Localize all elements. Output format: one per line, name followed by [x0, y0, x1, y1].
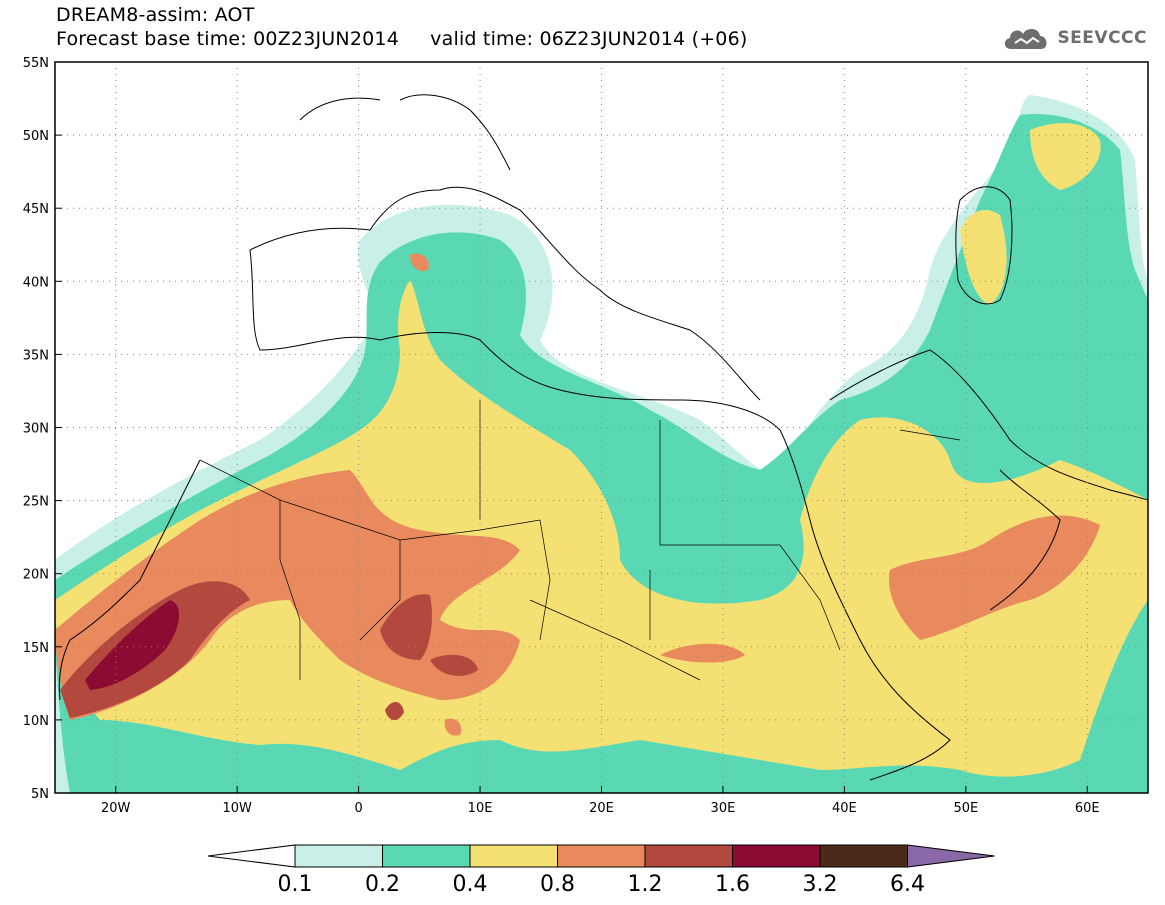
colorbar-box — [732, 844, 821, 868]
colorbar-label: 0.4 — [453, 872, 488, 897]
colorbar-label: 0.2 — [365, 872, 400, 897]
lat-tick-label: 50N — [23, 129, 49, 144]
lon-tick-label: 10W — [222, 801, 252, 816]
lon-tick-label: 40E — [832, 801, 857, 816]
gridlines — [55, 62, 1148, 793]
logo-text: SEEVCCC — [1057, 28, 1147, 48]
colorbar-low-arrow — [207, 844, 296, 868]
colorbar-label: 0.8 — [540, 872, 575, 897]
colorbar-label: 0.1 — [278, 872, 313, 897]
colorbar-box — [469, 844, 558, 868]
lat-tick-label: 10N — [23, 714, 49, 729]
axis-ticks: 20W 10W 0 10E 20E 30E 40E 50E 60E 5N 10N 15N 20N 25N 3… — [23, 56, 1100, 816]
colorbar-label: 3.2 — [803, 872, 838, 897]
aot-field — [55, 95, 1148, 793]
colorbar-label: 1.6 — [715, 872, 750, 897]
lon-tick-label: 0 — [354, 801, 362, 816]
lat-tick-label: 15N — [23, 641, 49, 656]
lat-tick-label: 25N — [23, 495, 49, 510]
country-borders — [199, 400, 961, 681]
colorbar-box — [294, 844, 383, 868]
aot-contour-1.6 — [85, 600, 180, 690]
cloud-icon — [1005, 28, 1047, 49]
lon-tick-label: 30E — [711, 801, 736, 816]
lon-tick-label: 10E — [468, 801, 493, 816]
colorbar-box — [819, 844, 908, 868]
colorbar-label: 1.2 — [628, 872, 663, 897]
forecast-time-line: Forecast base time: 00Z23JUN2014 valid t… — [56, 28, 748, 50]
lon-tick-label: 20W — [101, 801, 131, 816]
lat-tick-label: 45N — [23, 202, 49, 217]
lat-tick-label: 20N — [23, 568, 49, 583]
lat-tick-label: 5N — [31, 787, 49, 802]
aot-contour-0.4 — [55, 123, 1148, 777]
lat-tick-label: 30N — [23, 422, 49, 437]
lat-tick-label: 35N — [23, 348, 49, 363]
coastlines — [58, 94, 1148, 781]
lat-tick-label: 55N — [23, 56, 49, 71]
lon-tick-label: 50E — [953, 801, 978, 816]
colorbar-box — [644, 844, 733, 868]
colorbar-box — [382, 844, 471, 868]
colorbar-box — [557, 844, 646, 868]
seevccc-logo: SEEVCCC — [1001, 22, 1147, 54]
colorbar-label: 6.4 — [890, 872, 925, 897]
lat-tick-label: 40N — [23, 275, 49, 290]
map-title: DREAM8-assim: AOT — [56, 4, 255, 26]
lon-tick-label: 20E — [589, 801, 614, 816]
lon-tick-label: 60E — [1075, 801, 1100, 816]
colorbar-high-arrow — [907, 844, 995, 868]
